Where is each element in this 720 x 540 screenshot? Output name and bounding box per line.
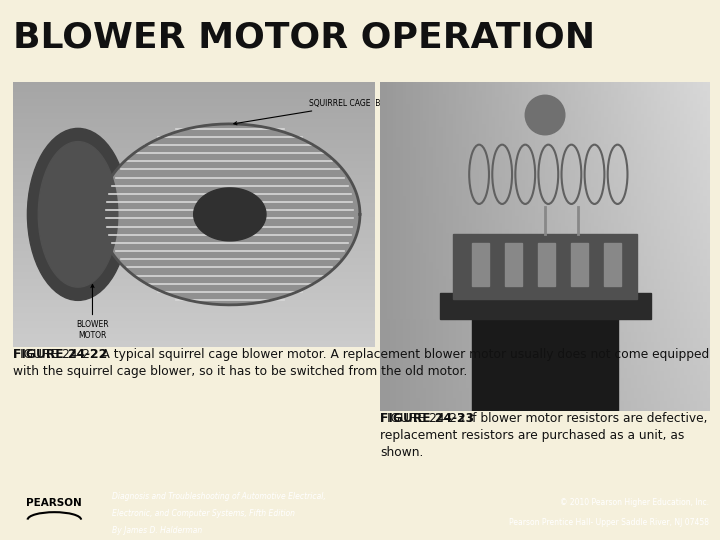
Text: Electronic, and Computer Systems, Fifth Edition: Electronic, and Computer Systems, Fifth … [112, 509, 294, 518]
Ellipse shape [27, 129, 129, 300]
Bar [453, 234, 637, 300]
Polygon shape [194, 188, 266, 241]
Text: Pearson Prentice Hall- Upper Saddle River, NJ 07458: Pearson Prentice Hall- Upper Saddle Rive… [509, 518, 709, 527]
Bar [539, 244, 555, 286]
Text: PEARSON: PEARSON [27, 497, 82, 508]
Text: SQUIRREL CAGE  BLOWER: SQUIRREL CAGE BLOWER [234, 99, 408, 125]
Bar [472, 244, 489, 286]
Text: FIGURE 24-22: FIGURE 24-22 [13, 348, 107, 361]
Bar [439, 293, 651, 319]
Bar [572, 244, 588, 286]
Text: FIGURE 24-22 A typical squirrel cage blower motor. A replacement blower motor us: FIGURE 24-22 A typical squirrel cage blo… [13, 348, 709, 378]
Bar [505, 244, 522, 286]
Text: FIGURE 24-23 If blower motor resistors are defective, replacement resistors are : FIGURE 24-23 If blower motor resistors a… [380, 411, 708, 459]
Text: © 2010 Pearson Higher Education, Inc.: © 2010 Pearson Higher Education, Inc. [560, 498, 709, 507]
Polygon shape [100, 124, 360, 305]
Text: By James D. Halderman: By James D. Halderman [112, 526, 202, 535]
Text: BLOWER
MOTOR: BLOWER MOTOR [76, 285, 109, 340]
Bar [604, 244, 621, 286]
Text: Diagnosis and Troubleshooting of Automotive Electrical,: Diagnosis and Troubleshooting of Automot… [112, 491, 325, 501]
Text: BLOWER MOTOR OPERATION: BLOWER MOTOR OPERATION [13, 21, 595, 55]
Bar [472, 306, 618, 411]
Circle shape [526, 95, 564, 135]
Ellipse shape [38, 141, 118, 287]
Text: FIGURE 24-23: FIGURE 24-23 [380, 411, 474, 425]
